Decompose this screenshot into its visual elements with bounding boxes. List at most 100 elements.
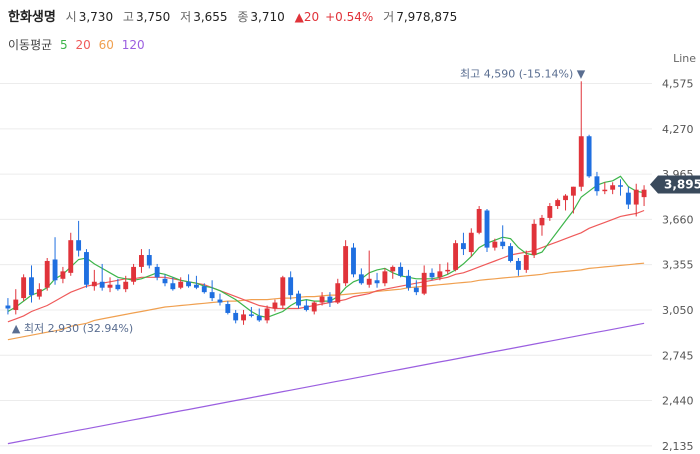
candle-body <box>406 275 411 288</box>
candle-body <box>476 209 482 233</box>
candle-body <box>335 283 341 303</box>
candle <box>610 182 616 195</box>
candle <box>5 298 11 315</box>
candle <box>241 309 246 325</box>
candle-body <box>21 277 27 299</box>
candle-body <box>123 281 129 290</box>
candle <box>413 280 419 296</box>
candle <box>594 171 600 196</box>
y-tick-label: 2,745 <box>662 349 694 362</box>
candle <box>178 277 184 290</box>
candle-body <box>319 296 325 303</box>
min-price-annotation: ▲ 최저 2,930 (32.94%) <box>12 322 133 335</box>
stock-name: 한화생명 <box>8 10 56 25</box>
candle <box>319 292 325 306</box>
candle-body <box>5 305 11 309</box>
candle <box>563 194 568 211</box>
y-tick-label: 3,355 <box>662 259 694 272</box>
candle-body <box>413 287 419 293</box>
candle-body <box>343 246 349 284</box>
change-percent: +0.54% <box>325 10 374 24</box>
candle-body <box>209 292 215 299</box>
high-value: 3,750 <box>135 10 171 24</box>
ma20-legend[interactable]: 20 <box>75 38 91 52</box>
candle-body <box>146 255 152 266</box>
candle <box>84 249 89 288</box>
candle <box>406 269 411 291</box>
candle-body <box>633 189 639 205</box>
candle <box>217 293 223 306</box>
candle <box>500 225 506 250</box>
candle <box>36 283 42 300</box>
candle <box>296 290 301 309</box>
candle-body <box>429 272 435 278</box>
candle <box>335 278 341 305</box>
candle-body <box>539 217 545 226</box>
candle-body <box>311 302 317 312</box>
candle <box>193 275 199 290</box>
candle <box>44 258 50 291</box>
quote-header: 한화생명 시 3,730 고 3,750 저 3,655 종 3,710 ▲20 +0.5… <box>8 6 463 25</box>
y-tick-label: 3,050 <box>662 304 694 317</box>
candle-body <box>91 281 97 287</box>
candle <box>602 182 608 195</box>
candle-body <box>76 240 82 251</box>
candle <box>468 228 474 257</box>
chart-type-toggle[interactable]: Line <box>673 52 696 65</box>
candle-body <box>374 280 380 284</box>
candle <box>618 179 623 196</box>
candle-body <box>523 255 529 270</box>
candle <box>154 263 160 281</box>
candle <box>531 219 537 258</box>
ma5-legend[interactable]: 5 <box>60 38 68 52</box>
candle <box>366 250 372 288</box>
candle <box>91 269 97 291</box>
candle-body <box>610 185 616 190</box>
candle <box>186 274 191 288</box>
candle <box>421 265 427 296</box>
candle-body <box>303 305 309 310</box>
candle-body <box>641 189 647 198</box>
ma60-legend[interactable]: 60 <box>98 38 114 52</box>
moving-average-legend: 이동평균 5 20 60 120 <box>8 36 149 53</box>
candle-body <box>555 200 561 207</box>
candle <box>492 238 498 251</box>
candle <box>288 271 294 300</box>
candle-body <box>68 240 74 273</box>
candle-body <box>461 243 466 250</box>
candle-body <box>139 255 144 267</box>
candle-body <box>162 278 168 284</box>
candle-body <box>421 272 427 294</box>
candle-body <box>233 312 239 321</box>
ma120-legend[interactable]: 120 <box>121 38 145 52</box>
close-value: 3,710 <box>250 10 285 24</box>
candle-body <box>241 314 246 321</box>
low-label: 저 <box>180 10 192 24</box>
candle <box>68 232 74 276</box>
candle-body <box>358 274 364 284</box>
candle-body <box>84 252 89 285</box>
candle <box>547 203 553 221</box>
candle <box>382 268 388 287</box>
candle <box>539 214 545 236</box>
candle <box>13 289 19 315</box>
candle-body <box>437 271 443 278</box>
candle <box>515 258 521 276</box>
candle-body <box>44 260 50 288</box>
candle <box>523 250 529 273</box>
candle-body <box>288 277 294 296</box>
candle-body <box>52 259 58 281</box>
open-value: 3,730 <box>78 10 114 24</box>
candle <box>461 232 466 256</box>
candle <box>303 299 309 312</box>
max-price-annotation: 최고 4,590 (-15.14%) ▼ <box>460 67 586 80</box>
candle-body <box>178 281 184 288</box>
candle <box>280 275 286 309</box>
volume-label: 거 <box>383 10 395 24</box>
candle <box>170 277 176 291</box>
candle <box>351 243 356 278</box>
candle <box>115 278 121 291</box>
close-label: 종 <box>237 10 249 24</box>
candle <box>484 209 490 253</box>
